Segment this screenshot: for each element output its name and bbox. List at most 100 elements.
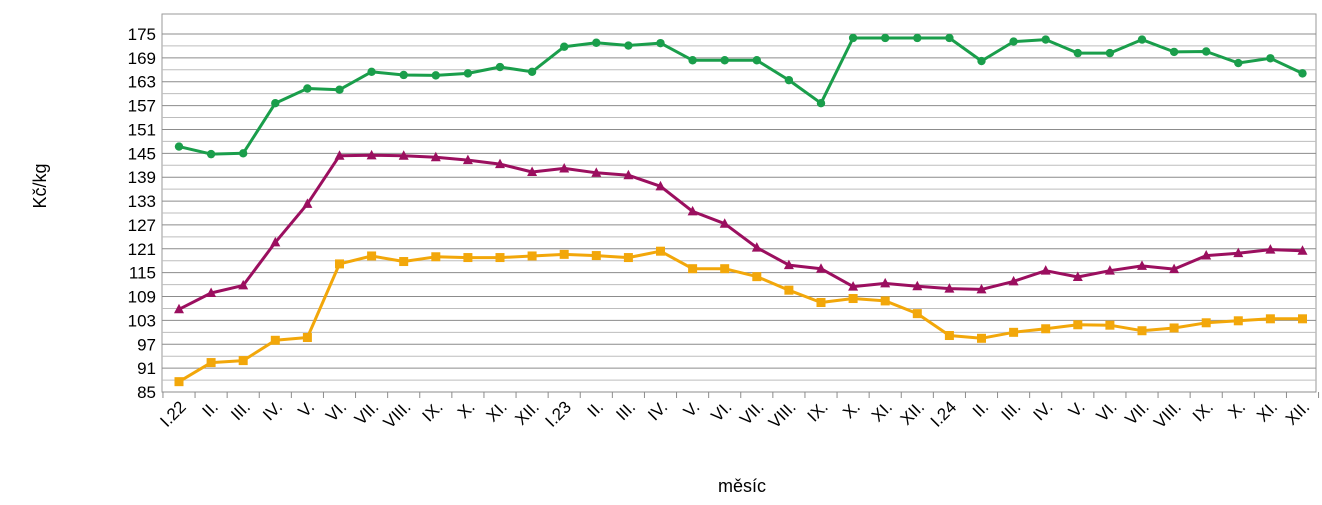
data-point <box>1202 47 1211 56</box>
data-point <box>591 167 602 177</box>
data-point <box>881 33 890 43</box>
y-tick-label: 97 <box>137 335 156 354</box>
x-tick-label: II. <box>969 397 992 420</box>
x-tick-label: VIII. <box>1150 397 1185 432</box>
data-point <box>367 67 376 76</box>
x-tick-label: VII. <box>736 397 767 428</box>
data-point <box>335 259 344 269</box>
data-point <box>1265 314 1275 324</box>
x-tick-label: I.23 <box>542 397 575 430</box>
x-axis-ticks: I.22 II. III. IV. V. VI. VII.VIII. IX. X. XI. XII.… <box>156 397 1313 432</box>
data-point <box>1169 323 1179 333</box>
data-point <box>913 33 922 43</box>
data-point <box>656 246 665 256</box>
data-point <box>271 99 280 108</box>
data-point <box>880 296 890 306</box>
data-point <box>559 249 569 259</box>
data-point <box>1041 35 1050 44</box>
x-tick-label: VI. <box>322 397 350 425</box>
x-tick-label: XI. <box>483 397 511 425</box>
data-point <box>624 41 633 50</box>
data-point <box>463 69 473 78</box>
x-tick-label: VII. <box>1121 397 1152 428</box>
x-tick-label: IX. <box>1189 397 1217 425</box>
y-tick-label: 133 <box>128 192 156 211</box>
data-point <box>848 33 858 43</box>
data-point <box>206 358 216 368</box>
x-tick-label: X. <box>1224 397 1249 422</box>
x-tick-label: IV. <box>644 397 671 424</box>
y-axis-ticks: 85 91 97 103 109 115 121 127 133 139 145 151 157 163 1… <box>128 25 156 402</box>
data-point <box>367 251 377 261</box>
data-point <box>206 149 216 159</box>
data-point <box>816 99 826 108</box>
x-tick-label: II. <box>198 397 221 420</box>
data-point <box>560 42 569 51</box>
data-point <box>270 335 280 345</box>
x-tick-label: XII. <box>511 397 542 428</box>
data-point <box>302 333 312 343</box>
x-tick-label: I.24 <box>927 397 960 430</box>
series-3 <box>174 246 1307 387</box>
data-point <box>687 205 698 216</box>
series-line <box>178 36 1304 156</box>
data-point <box>1233 316 1243 326</box>
data-point <box>238 356 248 366</box>
data-point <box>1137 260 1147 270</box>
data-point <box>1008 275 1019 286</box>
y-tick-label: 169 <box>128 49 156 68</box>
data-point <box>1041 324 1051 334</box>
data-point <box>430 151 441 162</box>
y-tick-label: 103 <box>128 311 156 330</box>
x-tick-label: VI. <box>707 397 735 425</box>
y-axis-label: Kč/kg <box>30 163 50 208</box>
y-tick-label: 157 <box>128 97 156 116</box>
x-tick-label: IX. <box>418 397 446 425</box>
plot-area-border <box>161 13 1317 393</box>
series-line <box>178 249 1303 383</box>
data-point <box>431 71 440 80</box>
x-tick-label: III. <box>612 397 639 424</box>
data-point <box>592 38 601 47</box>
x-tick-label: XI. <box>868 397 896 425</box>
x-tick-label: XII. <box>1282 397 1313 428</box>
data-point <box>656 38 665 48</box>
data-point <box>302 198 313 208</box>
data-point <box>1105 48 1115 58</box>
series-1 <box>174 33 1307 159</box>
data-point <box>783 259 794 270</box>
x-tick-label: IX. <box>804 397 832 425</box>
data-point <box>174 377 184 387</box>
data-point <box>303 84 312 93</box>
data-point <box>1297 245 1308 255</box>
data-point <box>1073 48 1083 58</box>
data-point <box>1201 250 1212 260</box>
data-point <box>752 56 761 65</box>
data-point <box>912 309 922 319</box>
data-point <box>1298 314 1307 324</box>
x-tick-label: VI. <box>1093 397 1121 425</box>
x-tick-label: III. <box>227 397 254 424</box>
data-point <box>1265 244 1276 254</box>
data-point <box>463 253 473 263</box>
y-tick-label: 139 <box>128 168 156 187</box>
x-tick-label: VIII. <box>765 397 800 432</box>
y-tick-label: 109 <box>128 288 156 307</box>
data-point <box>688 56 697 65</box>
data-point <box>623 169 634 180</box>
data-point <box>1137 35 1147 44</box>
data-point <box>431 252 441 262</box>
data-point <box>1009 37 1018 46</box>
data-point <box>462 154 473 165</box>
series-2 <box>174 149 1308 314</box>
x-tick-label: V. <box>295 397 319 421</box>
data-point <box>623 253 633 263</box>
data-point <box>1234 58 1243 68</box>
data-point <box>976 283 987 294</box>
data-point <box>848 294 858 304</box>
data-point <box>1201 318 1211 328</box>
data-point <box>527 166 538 177</box>
data-point <box>495 158 505 169</box>
data-point <box>1266 54 1275 63</box>
y-tick-label: 115 <box>129 264 156 283</box>
